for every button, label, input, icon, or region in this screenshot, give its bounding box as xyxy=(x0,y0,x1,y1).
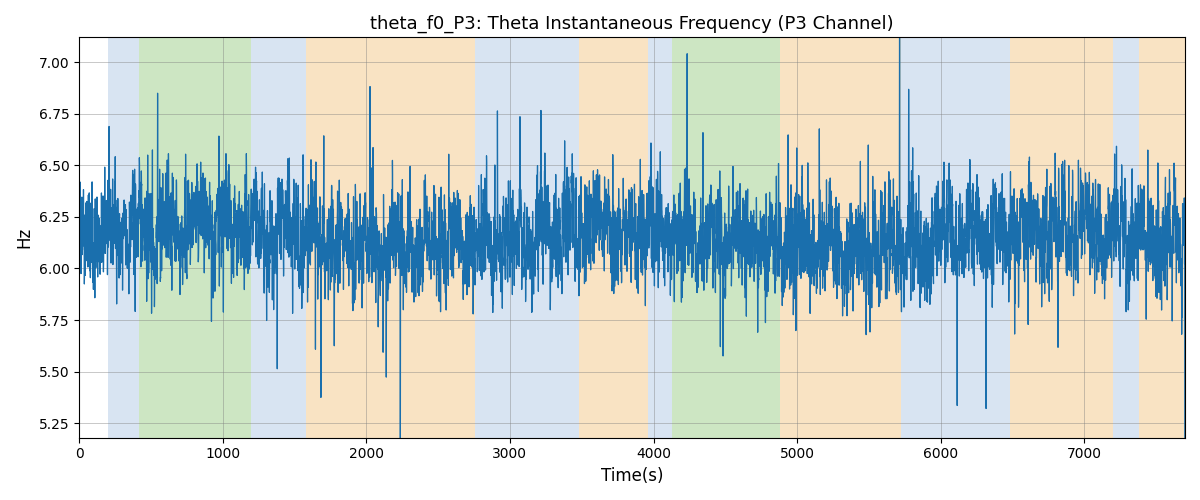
Title: theta_f0_P3: Theta Instantaneous Frequency (P3 Channel): theta_f0_P3: Theta Instantaneous Frequen… xyxy=(371,15,894,34)
Bar xyxy=(780,38,901,438)
Bar xyxy=(1139,38,1186,438)
Bar xyxy=(251,38,306,438)
Bar xyxy=(901,38,1009,438)
Bar xyxy=(1009,38,1114,438)
Bar xyxy=(1114,38,1139,438)
Bar xyxy=(578,38,648,438)
Bar xyxy=(648,38,672,438)
Y-axis label: Hz: Hz xyxy=(14,227,32,248)
Bar xyxy=(475,38,578,438)
Bar xyxy=(139,38,251,438)
X-axis label: Time(s): Time(s) xyxy=(601,467,664,485)
Bar xyxy=(306,38,475,438)
Bar xyxy=(108,38,139,438)
Bar xyxy=(672,38,780,438)
